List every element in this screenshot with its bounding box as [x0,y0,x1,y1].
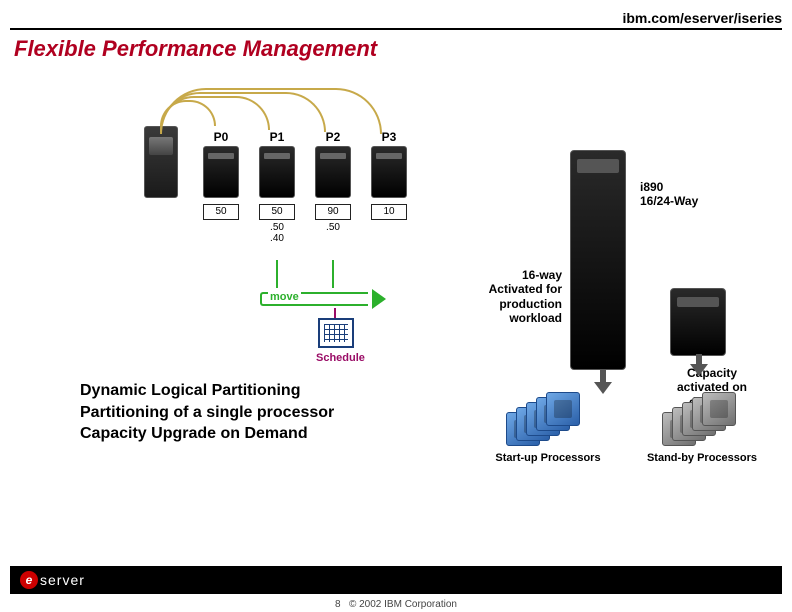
p0-server-icon [203,146,239,198]
standby-label: Stand-by Processors [642,452,762,464]
move-arrow-icon [372,289,386,309]
p2-server-icon [315,146,351,198]
p0-value: 50 [203,204,239,220]
feature-bullets: Dynamic Logical Partitioning Partitionin… [80,380,334,445]
page-number: 8 [335,599,341,610]
startup-processors [506,398,586,454]
chip-icon [702,392,736,426]
footer-meta: 8 © 2002 IBM Corporation [335,599,457,610]
e-at-icon: e [20,571,38,589]
source-server-icon [144,126,178,198]
header-url: ibm.com/eserver/iseries [622,10,782,26]
p0-label: P0 [200,130,242,144]
standby-processors [662,398,742,454]
startup-label: Start-up Processors [488,452,608,464]
header-rule [10,28,782,30]
p2-value: 90 [315,204,351,220]
schedule-block: Schedule [316,318,356,364]
footer-bar: e server [10,566,782,594]
p1-value: 50 [259,204,295,220]
page-title: Flexible Performance Management [14,36,377,62]
p1-server-icon [259,146,295,198]
i890-label: i890 16/24-Way [640,180,698,209]
partition-p2: P2 90 .50 [312,130,354,233]
move-label: move [268,291,301,303]
bullet-2: Partitioning of a single processor [80,402,334,424]
schedule-label: Schedule [316,352,356,364]
connector-p1 [276,260,278,288]
lpar-diagram: P0 50 P1 50 .50 .40 P2 90 .50 P3 10 move… [120,100,430,360]
calendar-icon [318,318,354,348]
arc-p3 [160,88,382,134]
expansion-server-icon [670,288,726,356]
p2-subvalues: .50 [312,222,354,233]
eserver-logo: e server [20,571,85,589]
arrow-stem-right [696,354,702,366]
chip-icon [546,392,580,426]
header-bar: ibm.com/eserver/iseries [0,10,792,30]
p2-label: P2 [312,130,354,144]
i890-server-icon [570,150,626,370]
p3-value: 10 [371,204,407,220]
p1-label: P1 [256,130,298,144]
p3-server-icon [371,146,407,198]
workload-label: 16-way Activated for production workload [458,268,562,326]
partition-p0: P0 50 [200,130,242,220]
partition-p1: P1 50 .50 .40 [256,130,298,244]
partition-p3: P3 10 [368,130,410,220]
eserver-text: server [40,572,85,588]
connector-p2 [332,260,334,288]
arrow-stem-left [600,370,606,384]
p1-subvalues: .50 .40 [256,222,298,244]
bullet-3: Capacity Upgrade on Demand [80,423,334,445]
move-indicator: move [260,288,390,310]
cuod-diagram: i890 16/24-Way 16-way Activated for prod… [494,130,764,490]
p3-label: P3 [368,130,410,144]
bullet-1: Dynamic Logical Partitioning [80,380,334,402]
copyright: © 2002 IBM Corporation [349,599,457,610]
